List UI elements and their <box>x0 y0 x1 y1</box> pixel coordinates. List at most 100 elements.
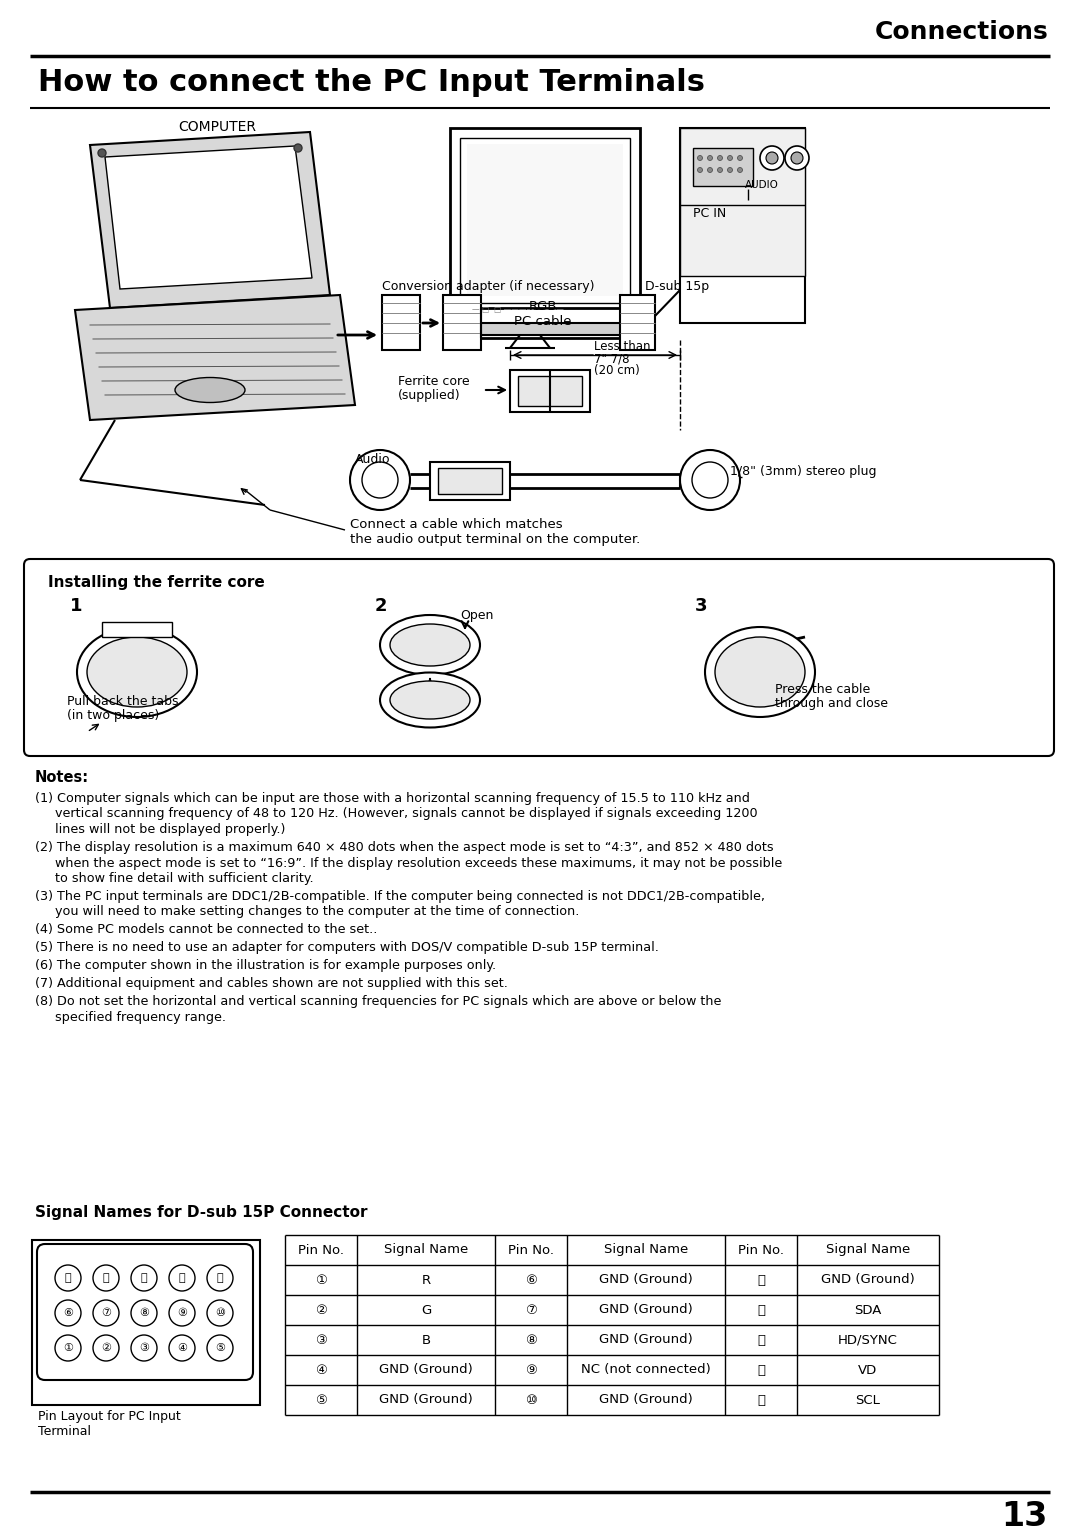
Text: ⑪: ⑪ <box>65 1273 71 1284</box>
Text: GND (Ground): GND (Ground) <box>599 1394 693 1406</box>
Text: ①: ① <box>315 1273 327 1287</box>
Text: VD: VD <box>859 1363 878 1377</box>
Text: Signal Name: Signal Name <box>826 1244 910 1256</box>
Text: R: R <box>421 1273 431 1287</box>
Circle shape <box>707 156 713 160</box>
Text: Signal Name: Signal Name <box>604 1244 688 1256</box>
Text: ⑧: ⑧ <box>525 1334 537 1346</box>
Bar <box>32 1241 260 1406</box>
Text: specified frequency range.: specified frequency range. <box>35 1012 226 1024</box>
Text: ⑬: ⑬ <box>757 1334 765 1346</box>
Bar <box>450 322 640 335</box>
Circle shape <box>350 451 410 510</box>
Text: ———: ——— <box>542 306 565 313</box>
Circle shape <box>168 1300 195 1326</box>
Text: G: G <box>421 1303 431 1317</box>
Circle shape <box>55 1265 81 1291</box>
Circle shape <box>698 156 702 160</box>
Ellipse shape <box>87 637 187 707</box>
Text: ⑥: ⑥ <box>63 1308 73 1319</box>
Bar <box>460 138 630 303</box>
Bar <box>467 144 623 296</box>
Text: Open: Open <box>460 610 494 622</box>
Circle shape <box>93 1265 119 1291</box>
Polygon shape <box>75 295 355 420</box>
Text: (2) The display resolution is a maximum 640 × 480 dots when the aspect mode is s: (2) The display resolution is a maximum … <box>35 840 773 854</box>
Text: ⑧: ⑧ <box>139 1308 149 1319</box>
Text: Less than: Less than <box>594 341 650 353</box>
Text: ①: ① <box>63 1343 73 1352</box>
Circle shape <box>707 168 713 173</box>
Text: (20 cm): (20 cm) <box>594 364 639 377</box>
Text: ⑦: ⑦ <box>525 1303 537 1317</box>
Text: (in two places): (in two places) <box>67 709 159 723</box>
Text: 2: 2 <box>375 597 388 614</box>
Circle shape <box>98 150 106 157</box>
Ellipse shape <box>715 637 805 707</box>
Circle shape <box>738 156 743 160</box>
Ellipse shape <box>705 626 815 717</box>
Text: the audio output terminal on the computer.: the audio output terminal on the compute… <box>350 533 640 545</box>
Text: Signal Name: Signal Name <box>383 1244 468 1256</box>
Text: you will need to make setting changes to the computer at the time of connection.: you will need to make setting changes to… <box>35 906 579 918</box>
Text: 13: 13 <box>1001 1500 1048 1528</box>
Ellipse shape <box>380 672 480 727</box>
Text: ④: ④ <box>177 1343 187 1352</box>
Text: ③: ③ <box>139 1343 149 1352</box>
Text: ⑤: ⑤ <box>215 1343 225 1352</box>
Text: GND (Ground): GND (Ground) <box>379 1363 473 1377</box>
Text: GND (Ground): GND (Ground) <box>821 1273 915 1287</box>
Text: GND (Ground): GND (Ground) <box>599 1334 693 1346</box>
Bar <box>620 295 654 350</box>
Text: Signal Names for D-sub 15P Connector: Signal Names for D-sub 15P Connector <box>35 1206 367 1219</box>
Text: HD/SYNC: HD/SYNC <box>838 1334 897 1346</box>
Text: AUDIO: AUDIO <box>745 180 779 189</box>
Text: 1/8" (3mm) stereo plug: 1/8" (3mm) stereo plug <box>730 465 877 478</box>
Circle shape <box>766 151 778 163</box>
Circle shape <box>207 1335 233 1361</box>
Text: (supplied): (supplied) <box>399 390 461 402</box>
Text: ⑬: ⑬ <box>140 1273 147 1284</box>
Bar <box>680 128 805 322</box>
Text: ⑦: ⑦ <box>102 1308 111 1319</box>
Text: Press the cable: Press the cable <box>775 683 870 695</box>
Circle shape <box>55 1300 81 1326</box>
Ellipse shape <box>77 626 197 717</box>
Text: through and close: through and close <box>775 697 888 711</box>
Text: ⑭: ⑭ <box>757 1363 765 1377</box>
Text: ⑭: ⑭ <box>178 1273 186 1284</box>
Text: GND (Ground): GND (Ground) <box>599 1273 693 1287</box>
Text: (3) The PC input terminals are DDC1/2B-compatible. If the computer being connect: (3) The PC input terminals are DDC1/2B-c… <box>35 889 765 903</box>
Text: ②: ② <box>315 1303 327 1317</box>
Circle shape <box>55 1335 81 1361</box>
Text: Audio: Audio <box>355 452 391 466</box>
Text: PC cable: PC cable <box>514 315 571 329</box>
Text: NC (not connected): NC (not connected) <box>581 1363 711 1377</box>
Circle shape <box>698 168 702 173</box>
Text: SDA: SDA <box>854 1303 881 1317</box>
Text: Notes:: Notes: <box>35 770 90 785</box>
Bar <box>680 128 805 277</box>
FancyBboxPatch shape <box>24 559 1054 756</box>
FancyBboxPatch shape <box>37 1244 253 1380</box>
Circle shape <box>717 156 723 160</box>
Text: 3: 3 <box>696 597 707 614</box>
Text: ⑮: ⑮ <box>217 1273 224 1284</box>
Text: ⑨: ⑨ <box>525 1363 537 1377</box>
Circle shape <box>738 168 743 173</box>
Text: (8) Do not set the horizontal and vertical scanning frequencies for PC signals w: (8) Do not set the horizontal and vertic… <box>35 996 721 1008</box>
Text: GND (Ground): GND (Ground) <box>379 1394 473 1406</box>
Text: ⑨: ⑨ <box>177 1308 187 1319</box>
Circle shape <box>93 1300 119 1326</box>
Text: Pin No.: Pin No. <box>508 1244 554 1256</box>
Text: PC IN: PC IN <box>693 206 726 220</box>
Text: ⑩: ⑩ <box>525 1394 537 1406</box>
Text: Pin Layout for PC Input
Terminal: Pin Layout for PC Input Terminal <box>38 1410 180 1438</box>
Text: Pin No.: Pin No. <box>298 1244 345 1256</box>
Text: Connect a cable which matches: Connect a cable which matches <box>350 518 563 532</box>
Circle shape <box>760 147 784 170</box>
Circle shape <box>728 168 732 173</box>
Ellipse shape <box>380 614 480 675</box>
Bar <box>518 376 582 406</box>
Bar <box>438 468 502 494</box>
